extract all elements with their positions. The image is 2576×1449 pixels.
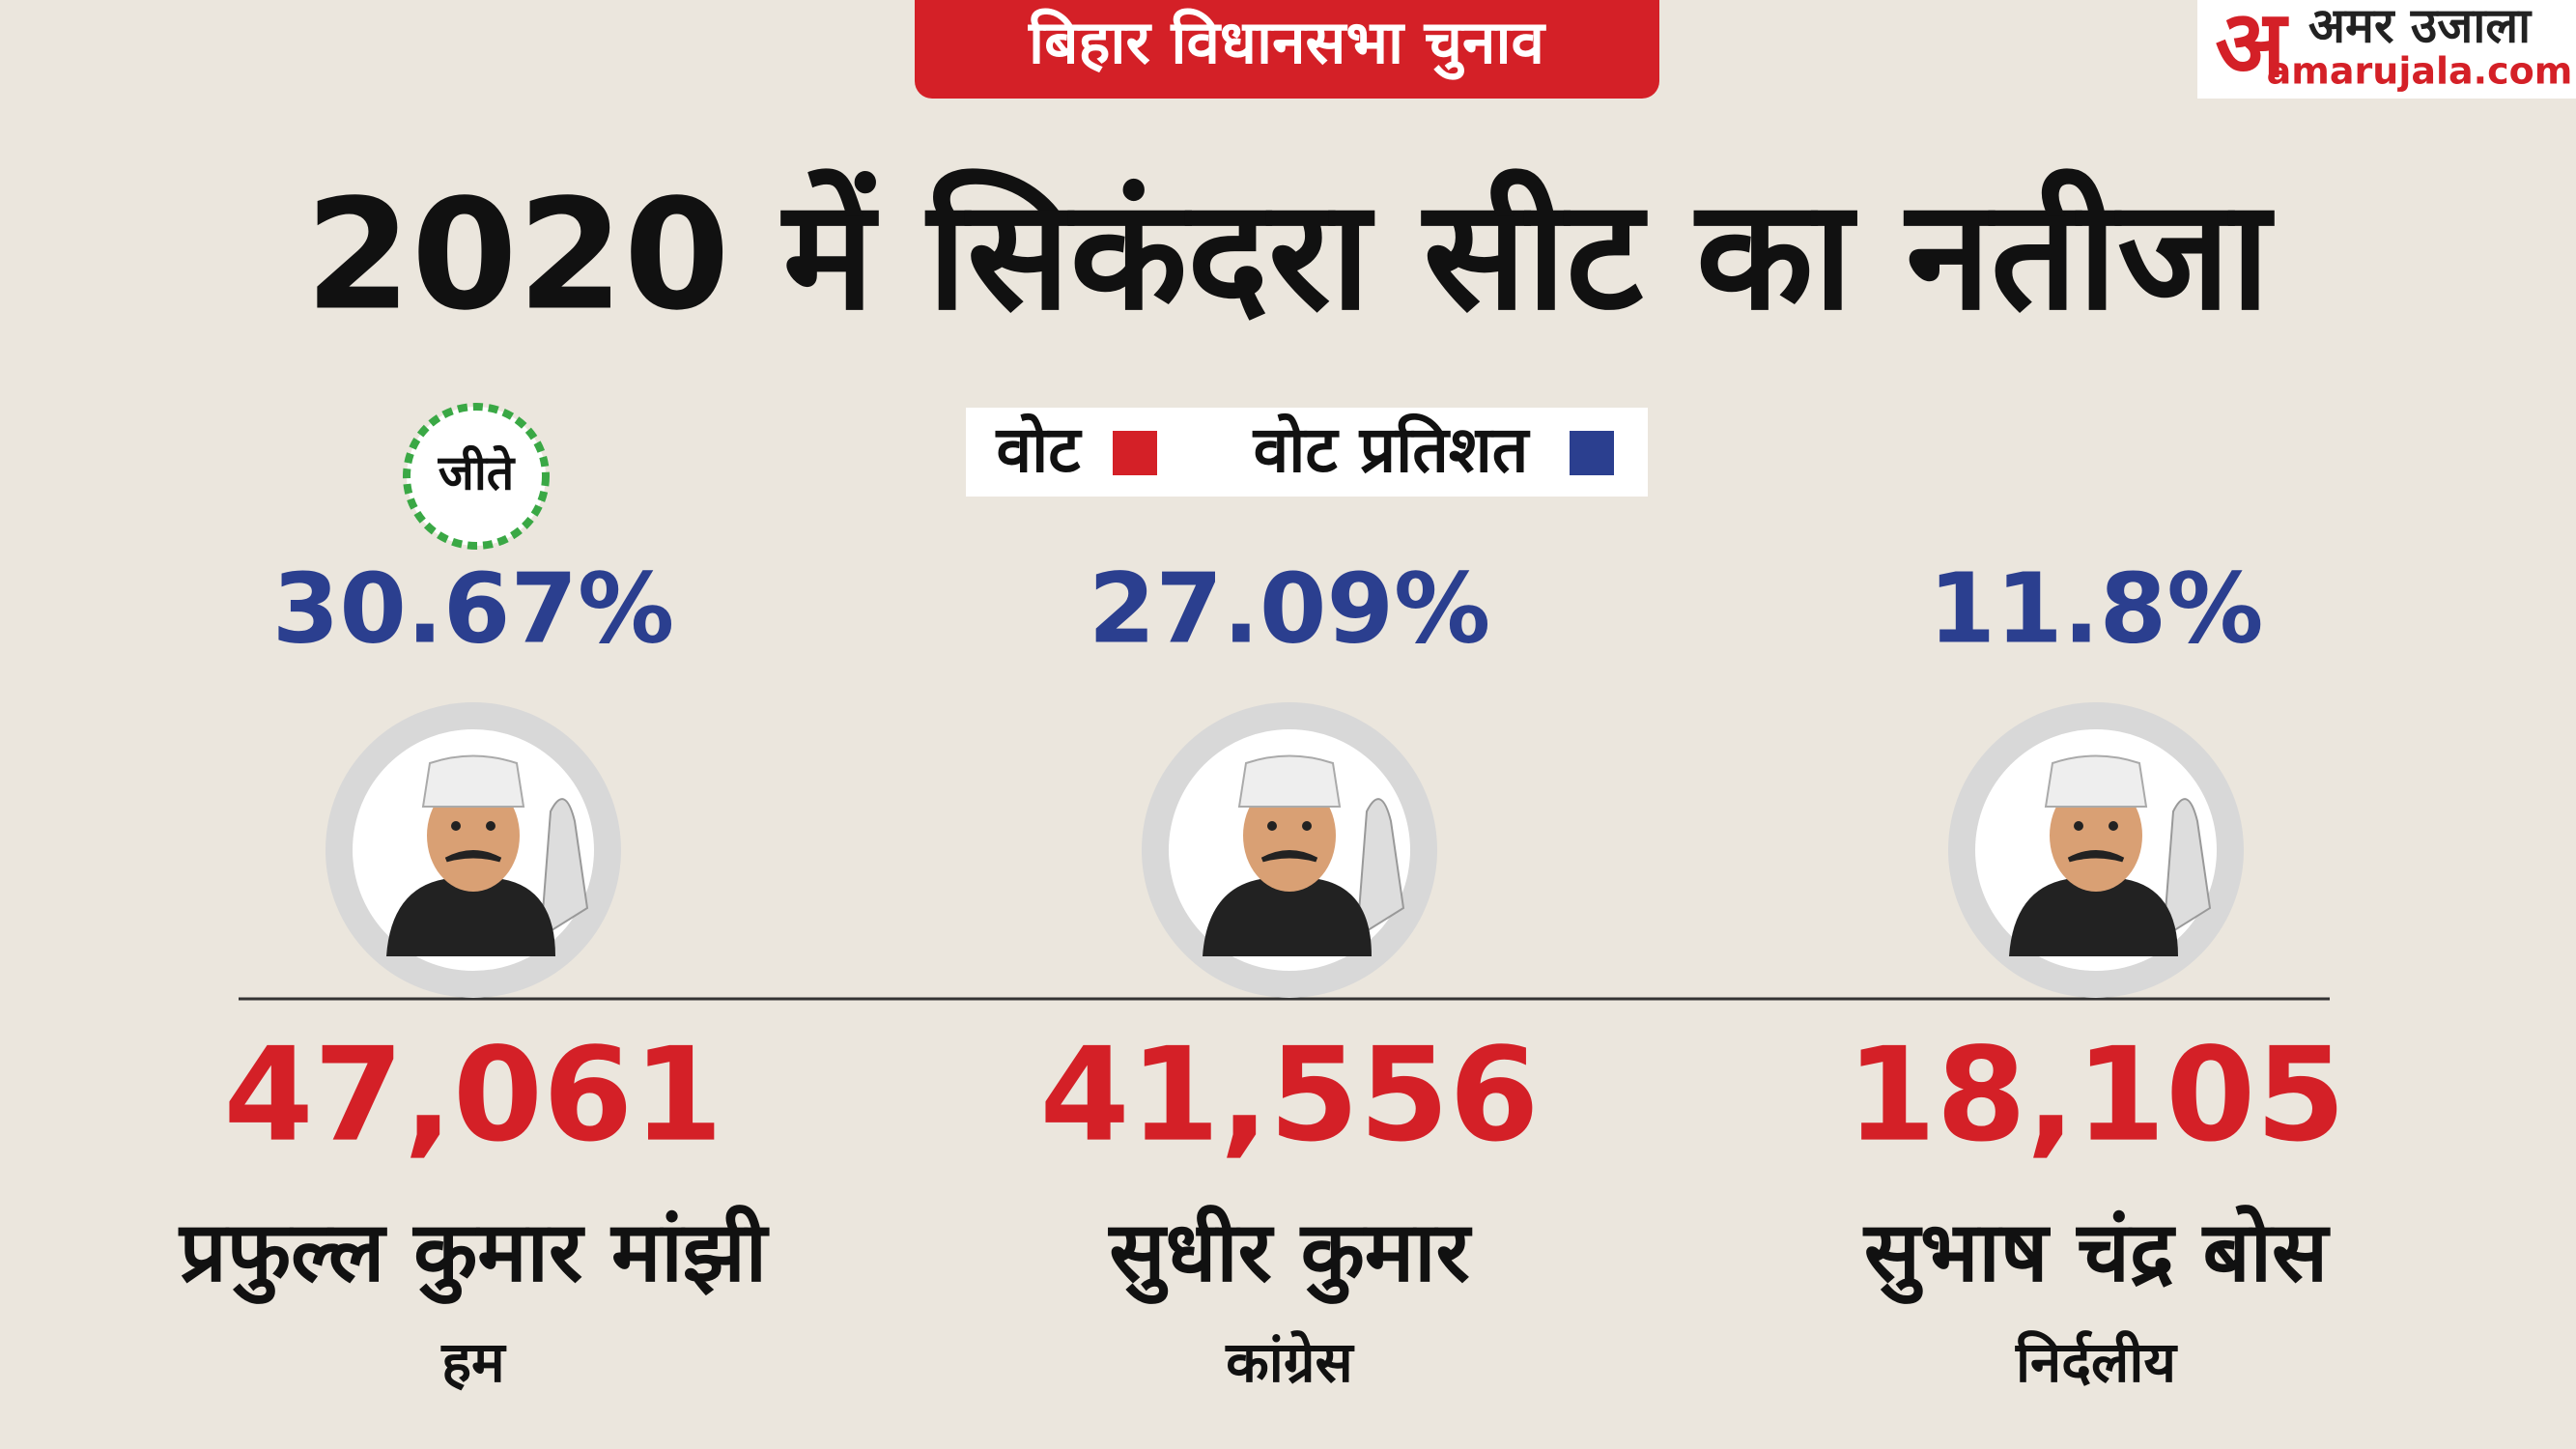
logo-site: amarujala.com	[2267, 50, 2573, 93]
avatar-eye	[2109, 821, 2118, 831]
avatar-body	[386, 879, 555, 956]
avatar-eye	[486, 821, 495, 831]
avatar-arm	[2162, 798, 2212, 939]
avatar-cap	[421, 754, 525, 808]
logo-box	[2197, 0, 2576, 99]
legend-swatch-share	[1570, 431, 1614, 475]
tag-box	[915, 0, 1659, 99]
vote-share: 11.8%	[1929, 552, 2264, 665]
avatar-body	[1203, 879, 1372, 956]
avatar-moustache	[2067, 850, 2125, 863]
candidate-name: प्रफुल्ल कुमार मांझी	[178, 1204, 770, 1304]
legend-swatch-votes	[1113, 431, 1157, 475]
logo-mark: अ	[2215, 0, 2289, 98]
votes: 18,105	[1846, 1020, 2345, 1171]
avatar-eye	[2074, 821, 2083, 831]
votes: 47,061	[223, 1020, 722, 1171]
party: निर्दलीय	[2015, 1329, 2178, 1395]
avatar-arm	[1355, 798, 1405, 939]
vote-share: 27.09%	[1089, 552, 1491, 665]
logo-name: अमर उजाला	[2308, 0, 2533, 54]
legend-votes: वोट	[994, 412, 1083, 487]
tag: बिहार विधानसभा चुनाव	[1028, 7, 1546, 80]
legend-share: वोट प्रतिशत	[1252, 412, 1531, 487]
avatar-arm	[539, 798, 589, 939]
candidate-name: सुभाष चंद्र बोस	[1862, 1204, 2331, 1304]
avatar-eye	[451, 821, 461, 831]
avatar-moustache	[1260, 850, 1318, 863]
vote-share: 30.67%	[272, 552, 675, 665]
winner-badge	[403, 403, 550, 550]
votes: 41,556	[1039, 1020, 1539, 1171]
candidate-name: सुधीर कुमार	[1107, 1204, 1472, 1304]
avatar-eye	[1302, 821, 1312, 831]
winner-label: जीते	[438, 445, 516, 501]
avatar-moustache	[444, 850, 502, 863]
party: हम	[440, 1329, 507, 1395]
title: 2020 में सिकंदरा सीट का नतीजा	[305, 166, 2275, 344]
party: कांग्रेस	[1225, 1329, 1354, 1395]
legend-box	[966, 408, 1648, 497]
avatar-eye	[1267, 821, 1277, 831]
avatar-cap	[2044, 754, 2148, 808]
avatar-cap	[1237, 754, 1342, 808]
avatar-body	[2009, 879, 2178, 956]
